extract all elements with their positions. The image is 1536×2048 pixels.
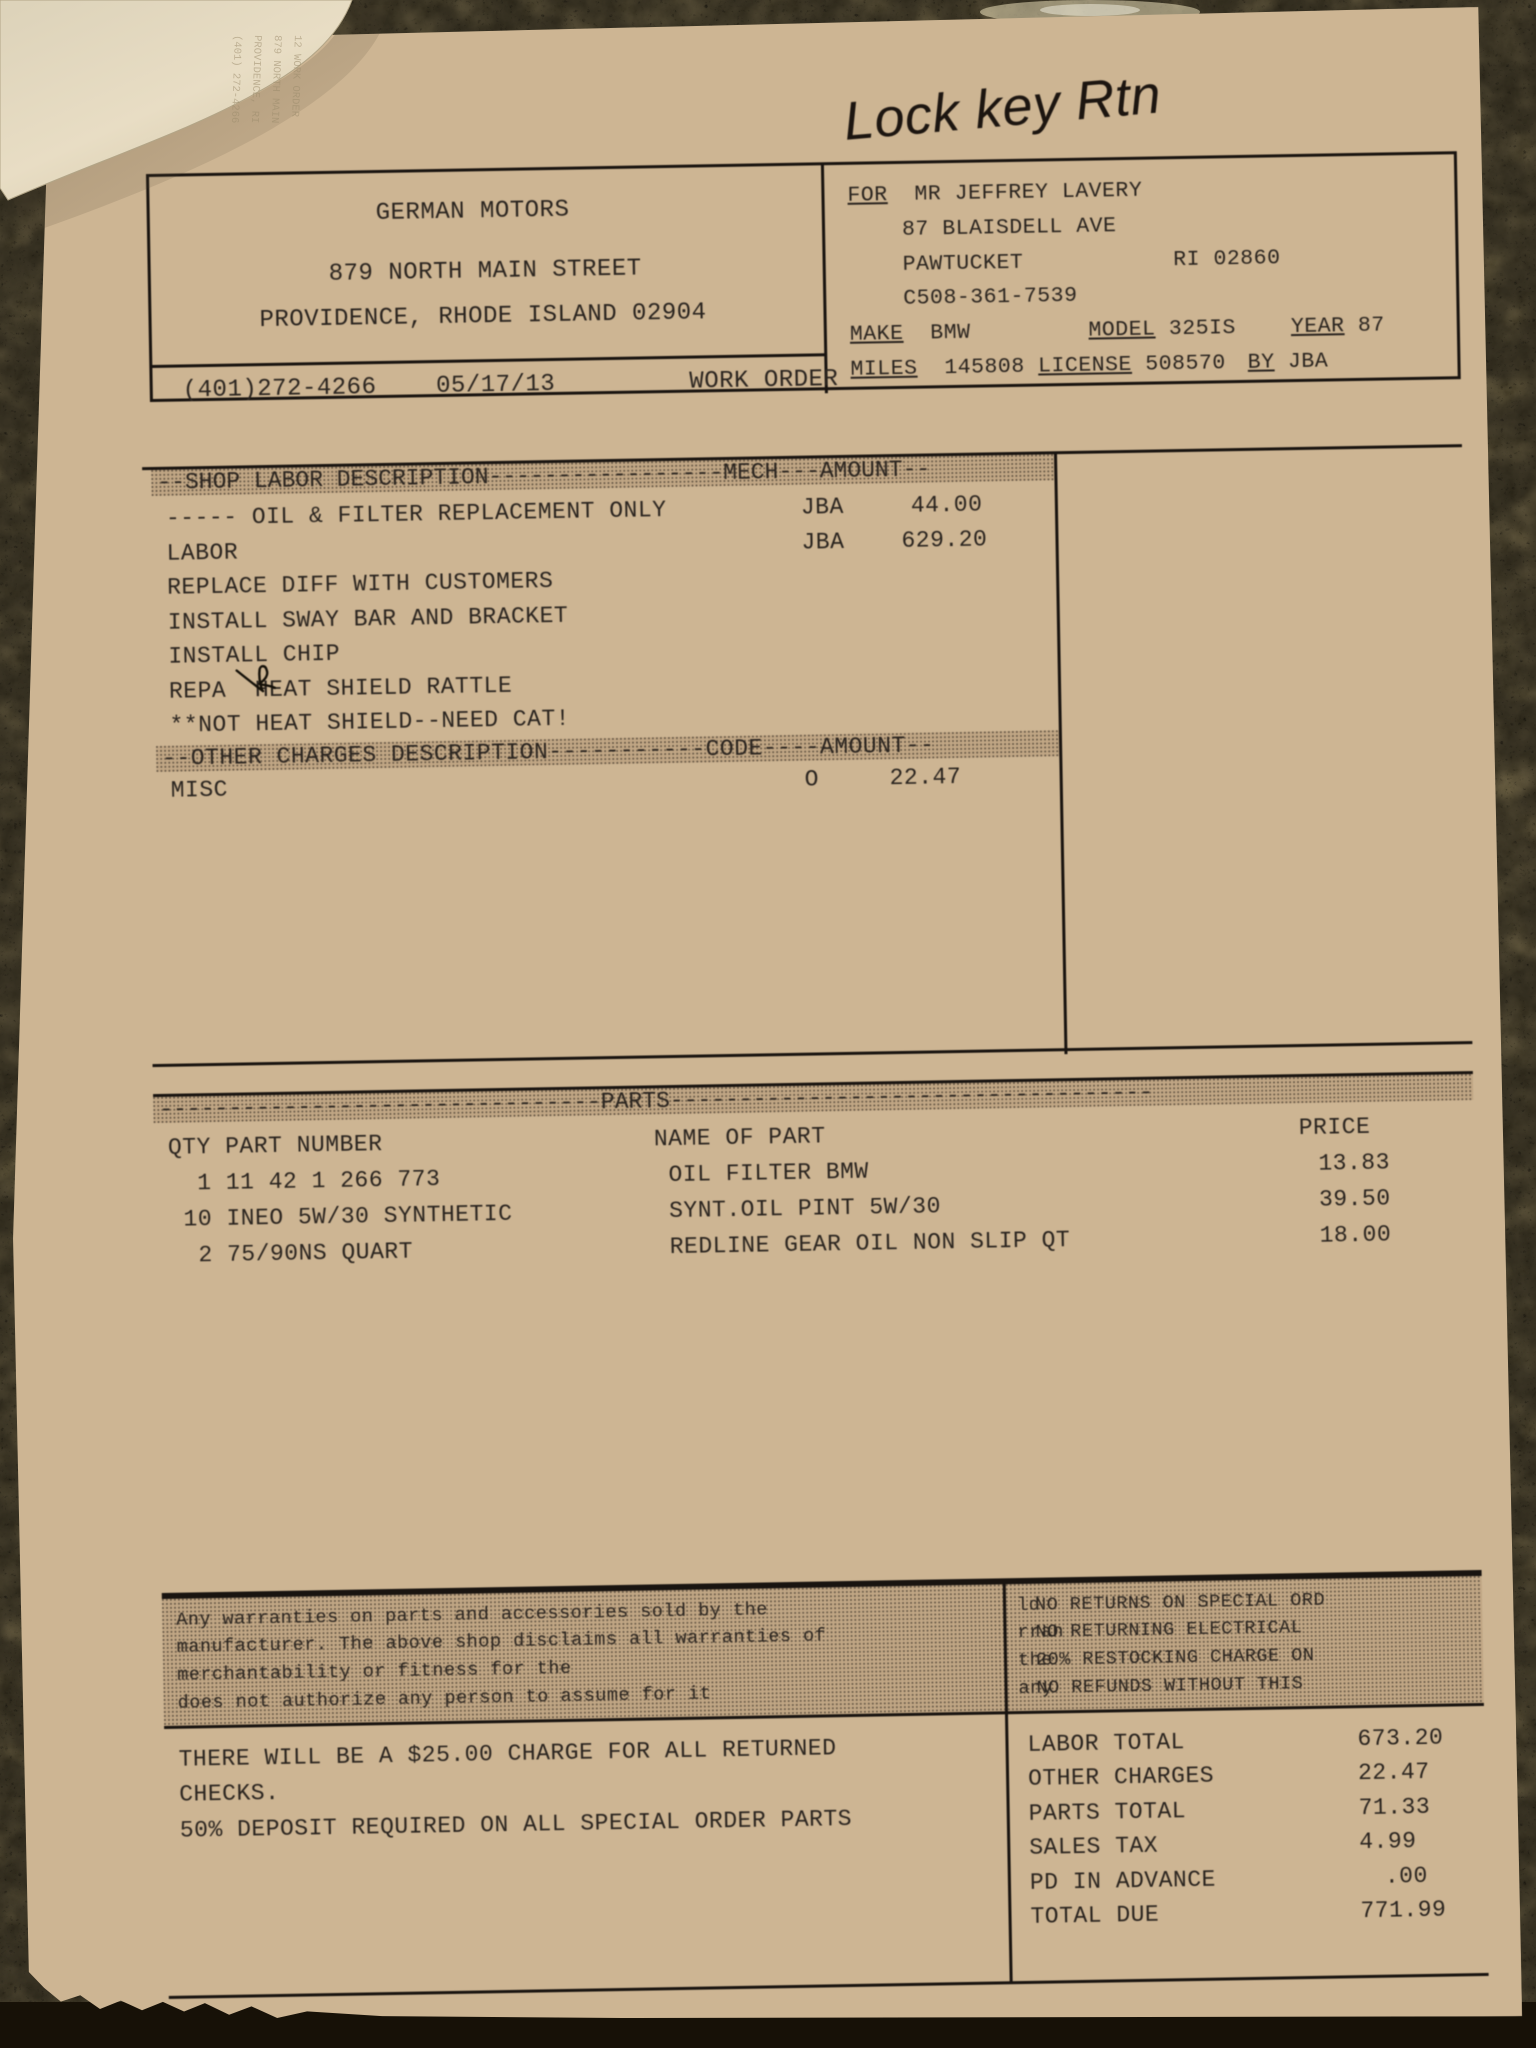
svg-text:Lock key Rtn: Lock key Rtn bbox=[844, 64, 1163, 151]
